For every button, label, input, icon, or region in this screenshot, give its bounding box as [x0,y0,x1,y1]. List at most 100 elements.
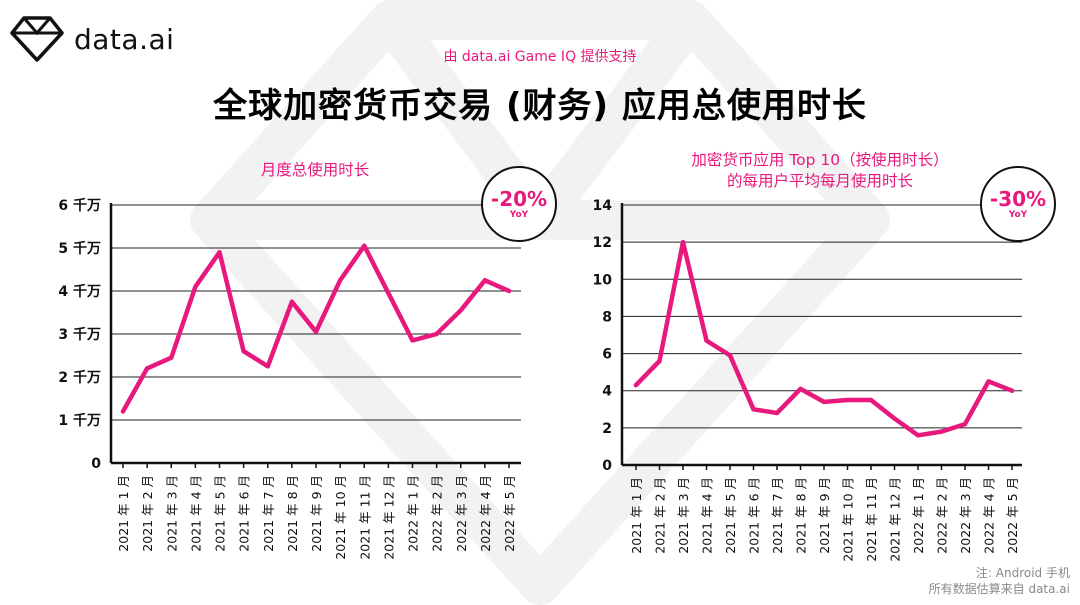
left-data-point [410,338,415,343]
left-xtick-label: 2022 年 3 月 [454,475,469,552]
left-data-point [169,355,174,360]
left-line-chart: 0 1 千万 2 千万 3 千万 4 千万 5 千万 6 千万 2021 年 1 月 2021 … [58,197,521,560]
footnote-line1: 注: Android 手机 [975,566,1070,580]
left-xtick-label: 2021 年 12 月 [381,475,396,560]
left-data-point [289,299,295,304]
right-series-line [633,239,1015,438]
powered-by: 由 data.ai Game IQ 提供支持 [443,49,637,65]
left-xtick-label: 2022 年 1 月 [406,475,421,552]
right-xtick-label: 2021 年 2 月 [653,477,668,554]
left-xtick-label: 2021 年 2 月 [140,475,155,552]
right-xtick-label: 2021 年 8 月 [794,477,809,554]
left-xtick-label: 2021 年 7 月 [261,475,276,552]
left-data-point [482,278,488,283]
right-data-point [845,397,850,403]
left-series-line [120,243,512,414]
right-xtick-label: 2021 年 4 月 [700,477,715,554]
left-ytick-label: 4 千万 [58,283,101,300]
left-xtick-label: 2021 年 6 月 [237,475,252,552]
right-data-point [798,386,803,392]
footnote: 注: Android 手机 所有数据估算来自 data.ai [929,565,1070,597]
right-line-chart: 0 2 4 6 8 10 12 14 2021 年 1 月 2021 年 2 月 2021 年 3 … [593,198,1022,562]
left-data-point [120,409,126,414]
left-ytick-label: 3 千万 [58,326,101,343]
left-data-point [144,366,150,371]
right-xtick-label: 2021 年 10 月 [841,477,856,562]
left-xtick-label: 2021 年 3 月 [164,475,179,552]
right-data-point [868,397,874,403]
left-data-point [265,364,270,369]
right-xtick-label: 2021 年 5 月 [723,477,738,554]
brand-name-ai: .ai [139,22,175,56]
left-data-point [217,250,222,255]
left-ytick-label: 2 千万 [58,369,101,386]
right-xtick-label: 2022 年 3 月 [958,477,973,554]
left-xtick-label: 2022 年 2 月 [430,475,445,552]
right-yoy-percent: -30% [989,186,1047,211]
right-xtick-label: 2021 年 3 月 [676,477,691,554]
left-yoy-percent: -20% [490,186,548,211]
brand-name-main: data [74,22,140,56]
left-ytick-label: 1 千万 [58,412,101,429]
right-data-point [892,416,897,421]
left-xtick-label: 2022 年 5 月 [502,475,517,552]
left-data-point [506,288,512,294]
left-xtick-label: 2021 年 8 月 [285,475,300,552]
right-chart-title: 加密货币应用 Top 10（按使用时长） 的每用户平均每月使用时长 [620,150,1020,192]
right-xtick-label: 2021 年 1 月 [629,477,644,554]
right-xtick-label: 2021 年 6 月 [747,477,762,554]
left-xtick-label: 2021 年 5 月 [213,475,228,552]
left-ytick-label: 5 千万 [58,240,101,257]
right-yoy-badge: -30% YoY [980,166,1056,242]
right-ytick-label: 0 [602,458,612,474]
left-yoy-label: YoY [509,209,529,220]
right-ytick-label: 6 [602,347,612,363]
brand-logo[interactable]: data.ai [8,14,174,64]
right-data-point [680,239,686,245]
left-data-point [313,329,319,335]
left-data-point [458,308,463,313]
page-title: 全球加密货币交易 (财务) 应用总使用时长 [213,86,867,126]
left-data-point [362,243,367,249]
right-xtick-label: 2022 年 5 月 [1005,477,1020,554]
right-data-point [633,382,639,388]
left-data-point [434,331,439,337]
right-data-point [774,410,780,416]
footnote-line2: 所有数据估算来自 data.ai [928,582,1070,596]
right-data-point [962,421,968,427]
left-data-point [386,290,391,296]
left-data-point [337,278,343,283]
right-ytick-label: 14 [593,198,613,214]
right-xtick-label: 2022 年 4 月 [982,477,997,554]
left-ytick-label: 0 [91,456,101,472]
right-ytick-label: 2 [602,421,612,437]
right-xtick-label: 2021 年 9 月 [817,477,832,554]
right-ytick-label: 12 [593,235,612,251]
right-data-point [657,358,662,364]
left-data-point [193,284,198,289]
left-chart-title: 月度总使用时长 [260,161,370,179]
left-xtick-label: 2021 年 1 月 [116,475,131,552]
left-xtick-label: 2021 年 4 月 [188,475,203,552]
left-xtick-label: 2021 年 9 月 [309,475,324,552]
right-xtick-label: 2021 年 7 月 [770,477,785,554]
brand-name: data.ai [74,23,174,56]
left-data-point [241,349,246,354]
right-data-point [704,338,709,343]
right-yoy-label: YoY [1008,209,1028,220]
right-xtick-label: 2021 年 11 月 [864,477,879,562]
left-xtick-label: 2021 年 10 月 [333,475,348,560]
data-ai-diamond-icon [10,16,64,62]
right-data-point [1009,388,1015,393]
right-data-point [727,353,733,358]
right-chart-title-line1: 加密货币应用 Top 10（按使用时长） [691,151,949,169]
right-data-point [751,407,756,412]
right-ytick-label: 10 [593,272,613,288]
left-yoy-badge: -20% YoY [481,166,557,242]
right-xtick-label: 2021 年 12 月 [888,477,903,562]
left-xtick-label: 2021 年 11 月 [357,475,372,560]
right-chart-title-line2: 的每用户平均每月使用时长 [726,172,913,190]
right-xtick-label: 2022 年 1 月 [911,477,926,554]
right-data-point [986,379,991,384]
right-ytick-label: 8 [602,309,612,325]
